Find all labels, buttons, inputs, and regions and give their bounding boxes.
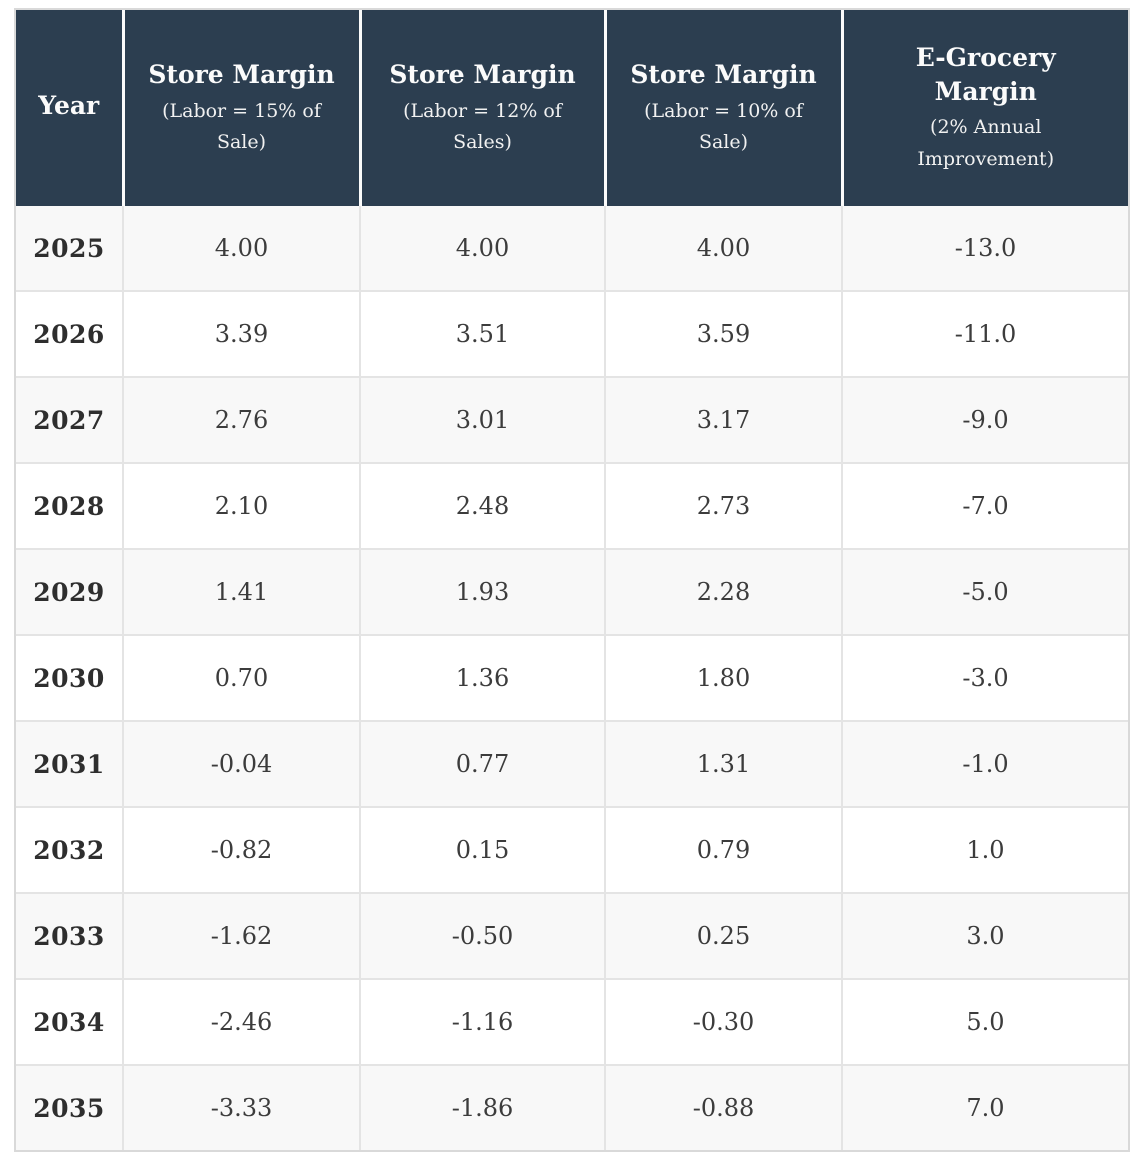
table-row: 2032 -0.82 0.15 0.79 1.0 [16,807,1128,894]
column-header-store-margin-12: Store Margin (Labor = 12% of Sales) [360,10,607,206]
table-row: 2034 -2.46 -1.16 -0.30 5.0 [16,979,1128,1066]
value-cell: 1.0 [842,807,1128,894]
table-row: 2026 3.39 3.51 3.59 -11.0 [16,291,1128,378]
value-cell: 3.0 [842,893,1128,980]
table-row: 2028 2.10 2.48 2.73 -7.0 [16,463,1128,550]
year-cell: 2025 [16,206,124,292]
value-cell: 1.31 [605,721,843,808]
value-cell: 0.15 [360,807,606,894]
column-title: Store Margin [389,59,576,89]
column-header-store-margin-10: Store Margin (Labor = 10% of Sale) [605,10,844,206]
value-cell: -1.62 [123,893,361,980]
value-cell: -9.0 [842,377,1128,464]
value-cell: -7.0 [842,463,1128,550]
header-row: Year Store Margin (Labor = 15% of Sale) … [16,10,1128,206]
value-cell: -0.82 [123,807,361,894]
value-cell: 4.00 [605,206,843,292]
year-cell: 2028 [16,463,124,550]
value-cell: -0.04 [123,721,361,808]
value-cell: 2.10 [123,463,361,550]
value-cell: -3.0 [842,635,1128,722]
year-cell: 2033 [16,893,124,980]
value-cell: 4.00 [360,206,606,292]
value-cell: 3.51 [360,291,606,378]
column-header-store-margin-15: Store Margin (Labor = 15% of Sale) [123,10,362,206]
margin-comparison-table-wrap: Year Store Margin (Labor = 15% of Sale) … [14,8,1130,1152]
value-cell: 2.73 [605,463,843,550]
column-title: E-Grocery Margin [915,42,1056,106]
value-cell: 2.48 [360,463,606,550]
column-header-egrocery-margin: E-Grocery Margin (2% Annual Improvement) [842,10,1128,206]
value-cell: 5.0 [842,979,1128,1066]
table-row: 2025 4.00 4.00 4.00 -13.0 [16,206,1128,292]
value-cell: 3.59 [605,291,843,378]
table-row: 2031 -0.04 0.77 1.31 -1.0 [16,721,1128,808]
value-cell: -0.50 [360,893,606,980]
value-cell: -11.0 [842,291,1128,378]
value-cell: 7.0 [842,1065,1128,1150]
value-cell: 3.01 [360,377,606,464]
year-cell: 2032 [16,807,124,894]
value-cell: 3.17 [605,377,843,464]
value-cell: -13.0 [842,206,1128,292]
year-cell: 2035 [16,1065,124,1150]
value-cell: 0.77 [360,721,606,808]
column-title: Year [38,91,100,121]
table-row: 2029 1.41 1.93 2.28 -5.0 [16,549,1128,636]
value-cell: -0.88 [605,1065,843,1150]
value-cell: -2.46 [123,979,361,1066]
year-cell: 2026 [16,291,124,378]
column-subtitle: (Labor = 15% of Sale) [162,99,321,153]
value-cell: -3.33 [123,1065,361,1150]
value-cell: 4.00 [123,206,361,292]
table-row: 2033 -1.62 -0.50 0.25 3.0 [16,893,1128,980]
value-cell: -1.86 [360,1065,606,1150]
value-cell: -1.16 [360,979,606,1066]
column-subtitle: (Labor = 12% of Sales) [403,99,562,153]
margin-comparison-table: Year Store Margin (Labor = 15% of Sale) … [16,10,1128,1150]
table-row: 2027 2.76 3.01 3.17 -9.0 [16,377,1128,464]
value-cell: 2.76 [123,377,361,464]
column-title: Store Margin [630,59,817,89]
year-cell: 2034 [16,979,124,1066]
column-subtitle: (Labor = 10% of Sale) [644,99,803,153]
value-cell: -0.30 [605,979,843,1066]
value-cell: 0.25 [605,893,843,980]
year-cell: 2029 [16,549,124,636]
value-cell: 3.39 [123,291,361,378]
table-row: 2030 0.70 1.36 1.80 -3.0 [16,635,1128,722]
value-cell: 0.79 [605,807,843,894]
column-subtitle: (2% Annual Improvement) [917,116,1055,170]
column-header-year: Year [16,10,125,206]
value-cell: 1.93 [360,549,606,636]
year-cell: 2031 [16,721,124,808]
column-title: Store Margin [148,59,335,89]
table-row: 2035 -3.33 -1.86 -0.88 7.0 [16,1065,1128,1150]
value-cell: 1.80 [605,635,843,722]
value-cell: 2.28 [605,549,843,636]
year-cell: 2027 [16,377,124,464]
value-cell: 0.70 [123,635,361,722]
value-cell: -5.0 [842,549,1128,636]
year-cell: 2030 [16,635,124,722]
value-cell: 1.36 [360,635,606,722]
value-cell: 1.41 [123,549,361,636]
value-cell: -1.0 [842,721,1128,808]
